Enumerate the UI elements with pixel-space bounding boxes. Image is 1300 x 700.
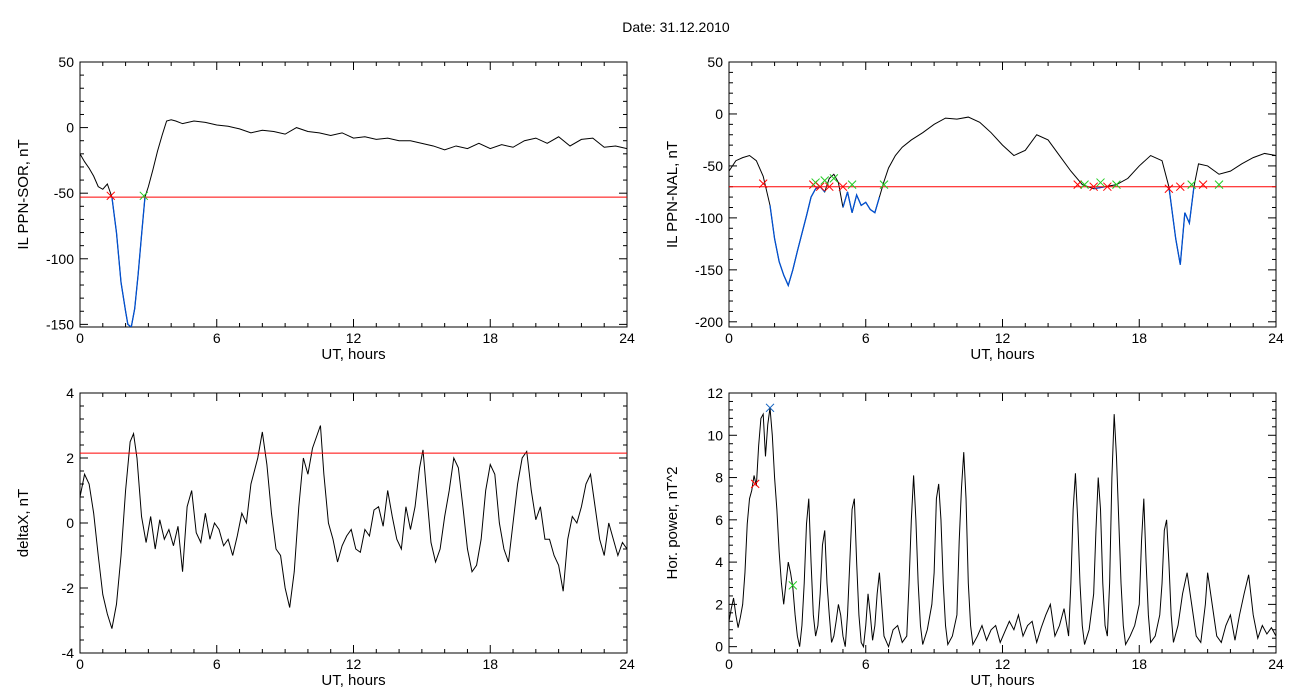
x-axis-label: UT, hours	[970, 672, 1034, 689]
marker-end	[1080, 180, 1089, 189]
marker-start	[758, 179, 768, 188]
x-tick-label: 18	[1131, 330, 1147, 346]
y-tick-label: -100	[46, 251, 74, 267]
marker-end	[1214, 180, 1224, 189]
marker-end	[1112, 180, 1121, 189]
x-tick-label: 6	[213, 656, 221, 672]
series-line	[80, 425, 627, 629]
x-tick-label: 6	[862, 656, 870, 672]
y-tick-label: 10	[707, 427, 723, 443]
y-tick-label: -150	[695, 262, 723, 278]
marker-start	[838, 182, 848, 192]
y-tick-label: -2	[62, 580, 75, 596]
x-axis-label: UT, hours	[970, 346, 1034, 363]
chart-nal: 0 6 12 18 24 50 0 -50 -100 -150 -200 UT, hours IL PP…	[664, 54, 1284, 363]
plot-area	[729, 407, 1276, 649]
x-tick-label: 12	[346, 330, 362, 346]
figure-title: Date: 31.12.2010	[622, 19, 730, 35]
y-tick-label: 2	[66, 450, 74, 466]
plot-area	[80, 425, 627, 629]
y-tick-label: 0	[66, 515, 74, 531]
y-tick-label: 4	[715, 554, 723, 570]
marker-start	[1073, 180, 1083, 189]
plot-area	[729, 116, 1276, 288]
marker-end	[1096, 178, 1105, 187]
plot-frame	[79, 392, 628, 654]
below-threshold-segment	[842, 191, 881, 214]
x-tick-label: 12	[346, 656, 362, 672]
y-tick-label: -4	[62, 645, 75, 661]
y-tick-label: -50	[703, 158, 723, 174]
y-tick-label: 4	[66, 385, 74, 401]
x-tick-label: 18	[482, 330, 498, 346]
marker-start	[106, 191, 116, 201]
y-tick-label: 2	[715, 596, 723, 612]
chart-sor: 0 6 12 18 24 50 0 -50 -100 -150 UT, hours IL PPN-SO…	[15, 54, 635, 363]
x-tick-label: 0	[725, 656, 733, 672]
marker-end	[829, 174, 839, 183]
plot-frame	[728, 61, 1277, 328]
x-tick-label: 24	[619, 656, 635, 672]
y-axis-label: deltaX, nT	[15, 489, 32, 557]
x-tick-label: 0	[76, 656, 84, 672]
marker-start	[750, 479, 760, 489]
marker-end	[139, 191, 149, 201]
x-tick-label: 0	[76, 330, 84, 346]
chart-power: 0 6 12 18 24 12 10 8 6 4 2 0 UT, hours Hor. power, nT…	[664, 385, 1284, 689]
y-tick-label: 50	[58, 54, 74, 70]
marker-start	[824, 182, 834, 192]
marker-start	[1102, 182, 1112, 192]
x-tick-label: 0	[725, 330, 733, 346]
x-axis-label: UT, hours	[321, 672, 385, 689]
x-tick-label: 18	[1131, 656, 1147, 672]
marker-start	[1164, 184, 1174, 194]
x-tick-label: 6	[862, 330, 870, 346]
x-tick-label: 18	[482, 656, 498, 672]
marker-end	[1187, 180, 1197, 189]
y-axis-label: Hor. power, nT^2	[664, 467, 681, 580]
marker-end	[820, 176, 830, 185]
marker-start	[1089, 182, 1099, 192]
x-tick-label: 12	[995, 656, 1011, 672]
chart-deltax: 0 6 12 18 24 4 2 0 -2 -4 UT, hours deltaX, nT	[15, 385, 635, 689]
x-tick-label: 24	[1268, 656, 1284, 672]
y-tick-label: 0	[715, 106, 723, 122]
y-tick-label: -150	[46, 316, 74, 332]
marker-peak	[765, 403, 775, 413]
series-line	[729, 116, 1276, 287]
y-axis-label: IL PPN-SOR, nT	[15, 139, 32, 249]
below-threshold-segment	[769, 185, 826, 288]
y-tick-label: -100	[695, 210, 723, 226]
y-tick-label: 50	[707, 54, 723, 70]
marker-start	[815, 182, 825, 192]
plot-frame	[728, 392, 1277, 654]
y-tick-label: 0	[66, 120, 74, 136]
marker-end	[879, 180, 889, 189]
plot-frame	[79, 61, 628, 328]
x-tick-label: 12	[995, 330, 1011, 346]
y-tick-label: 6	[715, 512, 723, 528]
y-tick-label: -50	[54, 185, 74, 201]
x-axis-label: UT, hours	[321, 346, 385, 363]
y-tick-label: 8	[715, 470, 723, 486]
series-line	[80, 119, 627, 327]
y-tick-label: -200	[695, 314, 723, 330]
marker-end	[788, 581, 798, 590]
marker-end	[847, 180, 857, 189]
x-tick-label: 24	[1268, 330, 1284, 346]
series-line	[729, 407, 1276, 649]
y-axis-label: IL PPN-NAL, nT	[664, 141, 681, 248]
marker-start	[1175, 182, 1185, 192]
y-tick-label: 0	[715, 639, 723, 655]
y-tick-label: 12	[707, 385, 723, 401]
x-tick-label: 6	[213, 330, 221, 346]
below-threshold-segment	[111, 197, 146, 327]
x-tick-label: 24	[619, 330, 635, 346]
below-threshold-segment	[1168, 186, 1195, 265]
plot-area	[80, 119, 627, 327]
marker-start	[1198, 180, 1208, 189]
